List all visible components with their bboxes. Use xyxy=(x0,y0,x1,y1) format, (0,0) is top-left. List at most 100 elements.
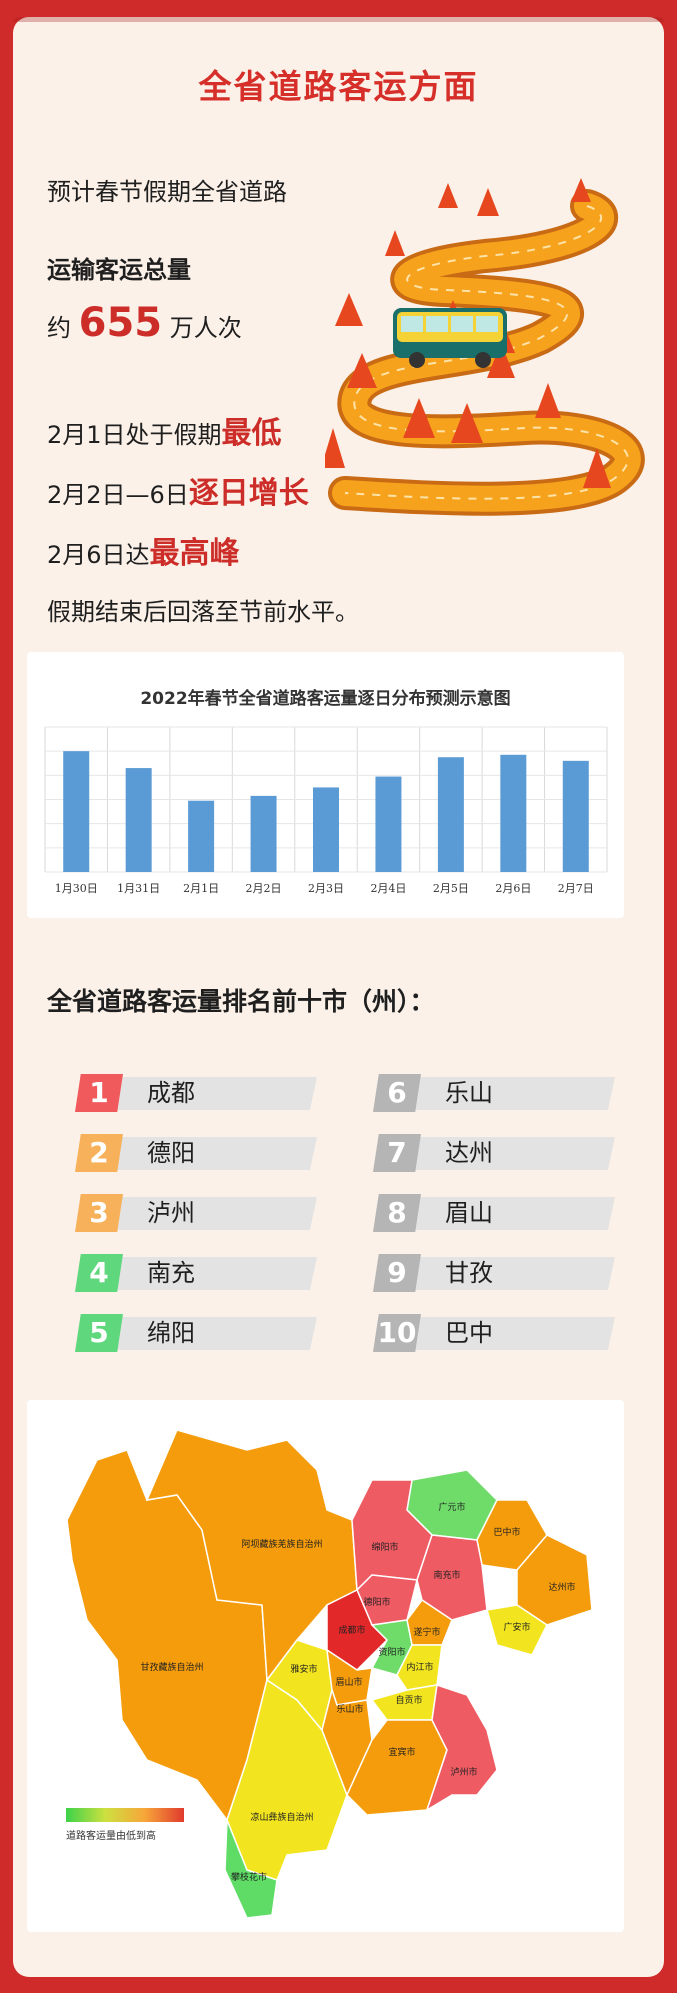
rank-item: 5 绵阳 xyxy=(47,1314,317,1352)
intro-line-5: 2月2日—6日逐日增长 xyxy=(47,468,309,512)
rank-bar xyxy=(381,1257,615,1290)
x-tick-label: 2月1日 xyxy=(183,882,219,895)
l6-prefix: 2月6日达 xyxy=(47,541,150,569)
map-label-dazhou: 达州市 xyxy=(548,1581,575,1593)
map-label-panzhihua: 攀枝花市 xyxy=(231,1871,267,1883)
rank-number: 7 xyxy=(373,1134,421,1172)
rank-item: 8 眉山 xyxy=(345,1194,615,1232)
rank-bar xyxy=(83,1137,317,1170)
map-label-suining: 遂宁市 xyxy=(413,1626,440,1638)
region-luzhou xyxy=(425,1684,498,1812)
map-label-ziyang: 资阳市 xyxy=(378,1646,405,1658)
rank-number: 9 xyxy=(373,1254,421,1292)
bar-chart-panel: 2022年春节全省道路客运量逐日分布预测示意图 1月30日 1月31日 2月1日 2月… xyxy=(27,652,624,918)
intro-line-2: 运输客运总量 xyxy=(47,256,191,284)
bar-chart: 1月30日 1月31日 2月1日 2月2日 2月3日 2月4日 2月5日 2月6日 2月7日 xyxy=(44,726,608,895)
volume-suffix: 万人次 xyxy=(169,314,242,342)
rank-item: 4 南充 xyxy=(47,1254,317,1292)
rank-item: 10 巴中 xyxy=(345,1314,615,1352)
map-label-zigong: 自贡市 xyxy=(395,1694,422,1706)
intro-line-4: 2月1日处于假期最低 xyxy=(47,408,282,452)
intro-line-1: 预计春节假期全省道路 xyxy=(47,178,287,206)
map-label-nanchong: 南充市 xyxy=(433,1569,460,1581)
map-label-luzhou: 泸州市 xyxy=(450,1766,477,1778)
region-nanchong xyxy=(416,1534,488,1621)
rank-item: 9 甘孜 xyxy=(345,1254,615,1292)
region-guangan xyxy=(486,1604,548,1656)
x-tick-label: 2月7日 xyxy=(558,882,594,895)
l5-highlight: 逐日增长 xyxy=(188,476,309,511)
bar-0 xyxy=(63,751,90,872)
map-label-yibin: 宜宾市 xyxy=(388,1746,415,1758)
rank-name: 眉山 xyxy=(445,1199,493,1227)
page-title: 全省道路客运方面 xyxy=(198,67,479,106)
rank-bar xyxy=(83,1197,317,1230)
rank-name: 巴中 xyxy=(445,1319,493,1347)
x-tick-label: 1月31日 xyxy=(117,882,160,895)
l4-prefix: 2月1日处于假期 xyxy=(47,421,222,449)
map-label-yaan: 雅安市 xyxy=(290,1663,317,1675)
intro-volume: 约 655 万人次 xyxy=(47,300,242,346)
rank-bar xyxy=(381,1077,615,1110)
rank-name: 达州 xyxy=(445,1139,493,1167)
rank-number: 1 xyxy=(75,1074,123,1112)
region-neijiang xyxy=(396,1644,443,1691)
rank-name: 德阳 xyxy=(147,1139,195,1167)
rank-name: 乐山 xyxy=(445,1079,493,1107)
rank-item: 7 达州 xyxy=(345,1134,615,1172)
volume-prefix: 约 xyxy=(47,314,71,342)
rank-bar xyxy=(381,1197,615,1230)
rank-name: 泸州 xyxy=(147,1199,195,1227)
chart-title: 2022年春节全省道路客运量逐日分布预测示意图 xyxy=(140,689,511,709)
x-tick-label: 2月5日 xyxy=(433,882,469,895)
rank-bar xyxy=(83,1077,317,1110)
map-label-meishan: 眉山市 xyxy=(335,1676,362,1688)
bar-4 xyxy=(313,787,339,872)
x-tick-label: 1月30日 xyxy=(55,882,98,895)
bar-7 xyxy=(500,754,527,872)
map-legend-label: 道路客运量由低到高 xyxy=(66,1831,156,1842)
l4-highlight: 最低 xyxy=(221,416,282,451)
volume-value: 655 xyxy=(78,300,163,346)
map-legend-gradient xyxy=(66,1808,184,1822)
map-label-chengdu: 成都市 xyxy=(338,1624,365,1636)
rank-number: 2 xyxy=(75,1134,123,1172)
map-label-leshan: 乐山市 xyxy=(336,1703,363,1715)
rank-item: 2 德阳 xyxy=(47,1134,317,1172)
rank-number: 5 xyxy=(75,1314,123,1352)
x-tick-label: 2月3日 xyxy=(308,882,344,895)
bar-8 xyxy=(562,760,589,872)
intro-line-6: 2月6日达最高峰 xyxy=(47,528,240,572)
bar-5 xyxy=(375,776,402,872)
map-label-neijiang: 内江市 xyxy=(406,1661,433,1673)
rank-item: 6 乐山 xyxy=(345,1074,615,1112)
rank-name: 成都 xyxy=(147,1079,195,1107)
map-label-guangan: 广安市 xyxy=(503,1621,530,1633)
bar-1 xyxy=(125,768,152,872)
rank-name: 甘孜 xyxy=(445,1259,493,1287)
map-label-mianyang: 绵阳市 xyxy=(371,1541,398,1553)
bus-icon xyxy=(393,308,507,368)
rank-bar xyxy=(381,1317,615,1350)
rank-number: 6 xyxy=(373,1074,421,1112)
rank-number: 4 xyxy=(75,1254,123,1292)
winding-road-illustration xyxy=(325,178,645,516)
map-label-aba: 阿坝藏族羌族自治州 xyxy=(241,1538,322,1550)
x-tick-label: 2月2日 xyxy=(246,882,282,895)
tree-icon xyxy=(325,178,611,488)
rank-bar xyxy=(83,1257,317,1290)
l5-prefix: 2月2日—6日 xyxy=(47,481,189,509)
intro-line-7: 假期结束后回落至节前水平。 xyxy=(47,598,359,626)
bar-6 xyxy=(437,757,464,872)
rank-item: 3 泸州 xyxy=(47,1194,317,1232)
rank-number: 3 xyxy=(75,1194,123,1232)
map-label-deyang: 德阳市 xyxy=(363,1596,390,1608)
x-tick-label: 2月4日 xyxy=(370,882,406,895)
rank-item: 1 成都 xyxy=(47,1074,317,1112)
rank-bar xyxy=(83,1317,317,1350)
map-label-liangshan: 凉山彝族自治州 xyxy=(250,1811,313,1823)
rank-name: 南充 xyxy=(147,1259,195,1287)
map-label-bazhong: 巴中市 xyxy=(493,1526,520,1538)
rank-bar xyxy=(381,1137,615,1170)
